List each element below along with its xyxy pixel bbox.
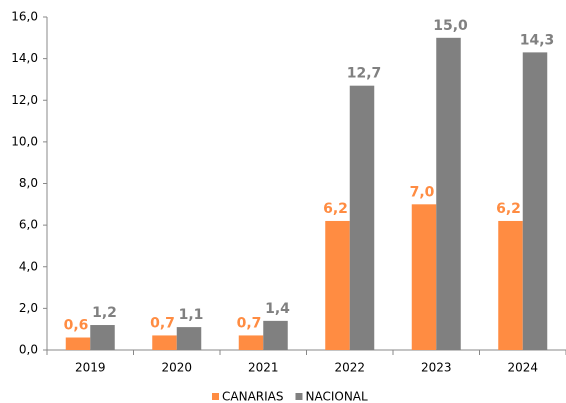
bar [90, 325, 115, 350]
y-tick-label: 10,0 [11, 134, 38, 148]
bar [411, 204, 437, 350]
y-tick-label: 4,0 [19, 259, 38, 273]
bar [65, 337, 91, 350]
data-label: 14,3 [520, 32, 555, 48]
bar [263, 320, 288, 350]
bar [436, 37, 461, 350]
x-tick-label: 2020 [161, 361, 192, 375]
x-tick-label: 2023 [421, 361, 452, 375]
x-tick-label: 2021 [248, 361, 279, 375]
y-tick-label: 14,0 [11, 51, 38, 65]
bar [238, 335, 264, 350]
data-label: 0,7 [150, 315, 175, 331]
legend-swatch [295, 393, 303, 400]
bar [522, 52, 548, 350]
y-tick-label: 0,0 [19, 343, 38, 357]
y-tick-label: 16,0 [11, 10, 38, 24]
data-label: 7,0 [410, 184, 435, 200]
x-tick-label: 2019 [75, 361, 106, 375]
data-label: 1,2 [92, 305, 117, 321]
legend-swatch [212, 393, 219, 400]
bar [325, 220, 350, 350]
legend-label: CANARIAS [222, 390, 283, 403]
data-label: 6,2 [496, 201, 521, 217]
legend-label: NACIONAL [305, 390, 368, 403]
data-label: 12,7 [347, 66, 382, 82]
bar [152, 335, 177, 350]
data-label: 1,1 [179, 307, 204, 323]
data-label: 0,6 [64, 318, 89, 334]
data-label: 0,7 [237, 315, 262, 331]
bar [176, 327, 202, 350]
data-label: 15,0 [433, 18, 468, 34]
y-tick-label: 2,0 [19, 301, 38, 315]
bar [498, 220, 523, 350]
x-tick-label: 2022 [334, 361, 365, 375]
y-tick-label: 8,0 [19, 176, 38, 190]
y-tick-label: 6,0 [19, 218, 38, 232]
bar [349, 85, 375, 351]
data-label: 6,2 [323, 201, 348, 217]
x-tick-label: 2024 [507, 361, 538, 375]
y-tick-label: 12,0 [11, 93, 38, 107]
data-label: 1,4 [265, 301, 290, 317]
